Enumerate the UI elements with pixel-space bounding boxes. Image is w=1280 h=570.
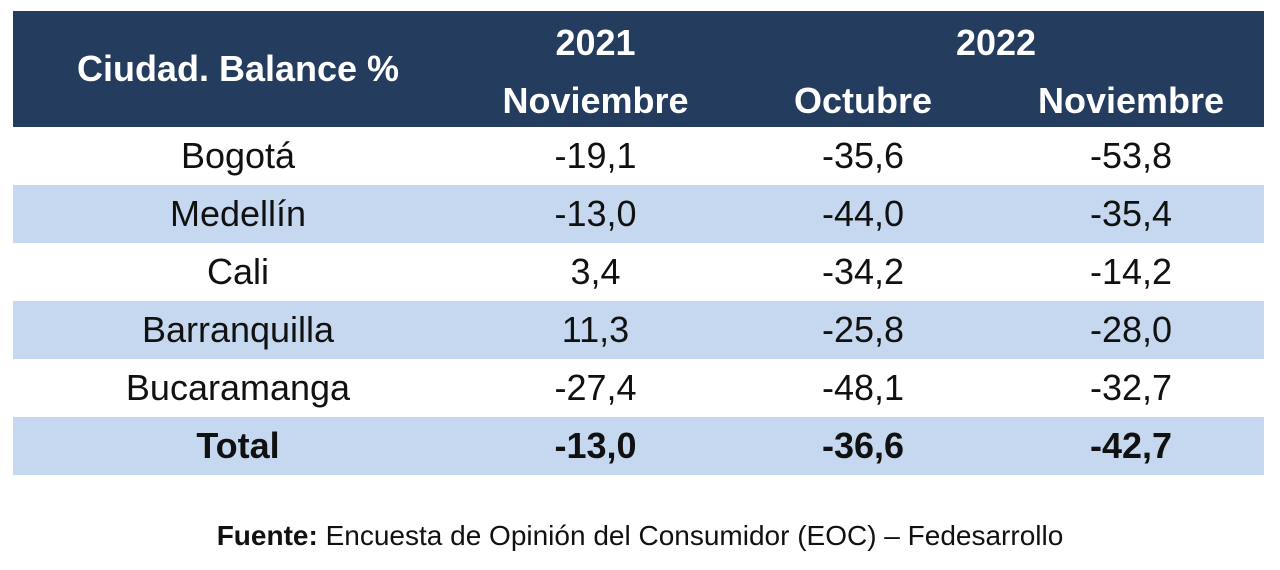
source-note: Fuente: Encuesta de Opinión del Consumid… xyxy=(0,520,1280,552)
table-row-total: Total -13,0 -36,6 -42,7 xyxy=(13,417,1264,475)
value-2022-oct: -35,6 xyxy=(821,135,905,176)
value-2021-nov: -13,0 xyxy=(554,193,637,234)
table-row: Barranquilla 11,3 -25,8 -28,0 xyxy=(13,301,1264,359)
table-row: Cali 3,4 -34,2 -14,2 xyxy=(13,243,1264,301)
city-cell: Barranquilla xyxy=(141,309,335,350)
value-2022-nov: -35,4 xyxy=(1089,193,1173,234)
value-2022-oct: -44,0 xyxy=(821,193,905,234)
table-header: Ciudad. Balance % 2021 2022 Noviembre Oc… xyxy=(13,11,1264,127)
value-2022-nov: -14,2 xyxy=(1089,251,1173,292)
city-cell: Bucaramanga xyxy=(125,367,351,408)
table-row: Medellín -13,0 -44,0 -35,4 xyxy=(13,185,1264,243)
city-cell: Bogotá xyxy=(180,135,296,176)
total-2022-nov: -42,7 xyxy=(1089,425,1173,466)
header-city: Ciudad. Balance % xyxy=(76,48,400,89)
value-2021-nov: 3,4 xyxy=(570,251,621,292)
header-year-2021: 2021 xyxy=(555,22,636,63)
value-2022-oct: -34,2 xyxy=(821,251,905,292)
balance-table: Ciudad. Balance % 2021 2022 Noviembre Oc… xyxy=(13,11,1264,475)
source-text: Encuesta de Opinión del Consumidor (EOC)… xyxy=(317,520,1064,551)
value-2022-nov: -53,8 xyxy=(1089,135,1173,176)
total-label: Total xyxy=(196,425,280,466)
table-row: Bogotá -19,1 -35,6 -53,8 xyxy=(13,127,1264,185)
table-row: Bucaramanga -27,4 -48,1 -32,7 xyxy=(13,359,1264,417)
source-label: Fuente: xyxy=(216,520,318,551)
header-2022-octubre: Octubre xyxy=(793,80,933,121)
value-2022-nov: -28,0 xyxy=(1089,309,1173,350)
total-2022-oct: -36,6 xyxy=(821,425,905,466)
value-2021-nov: 11,3 xyxy=(561,309,630,350)
city-cell: Medellín xyxy=(169,193,307,234)
header-2021-noviembre: Noviembre xyxy=(502,80,689,121)
value-2022-nov: -32,7 xyxy=(1089,367,1173,408)
value-2022-oct: -25,8 xyxy=(821,309,905,350)
value-2021-nov: -19,1 xyxy=(554,135,637,176)
city-cell: Cali xyxy=(206,251,269,292)
value-2022-oct: -48,1 xyxy=(821,367,905,408)
value-2021-nov: -27,4 xyxy=(554,367,637,408)
header-year-2022: 2022 xyxy=(955,22,1037,63)
total-2021-nov: -13,0 xyxy=(554,425,637,466)
header-2022-noviembre: Noviembre xyxy=(1037,80,1225,121)
